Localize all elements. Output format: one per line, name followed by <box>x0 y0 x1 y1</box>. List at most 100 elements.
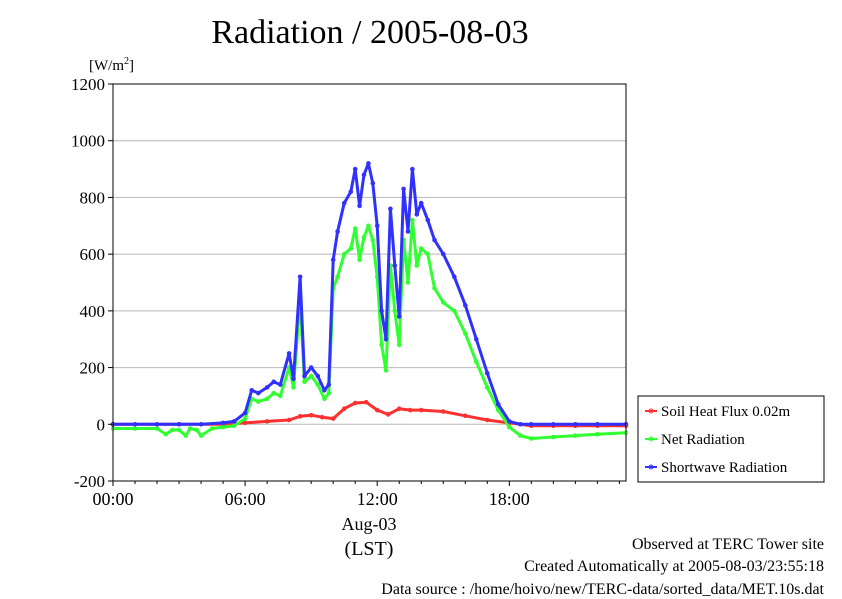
data-point <box>595 422 600 427</box>
data-point <box>414 212 420 217</box>
data-point <box>315 382 321 387</box>
data-point <box>463 302 468 308</box>
footer-created: Created Automatically at 2005-08-03/23:5… <box>524 558 824 575</box>
data-point <box>326 382 332 387</box>
data-point <box>176 427 182 433</box>
plot-frame <box>112 83 627 482</box>
data-point <box>170 427 175 433</box>
data-point <box>401 186 406 192</box>
data-point <box>392 308 398 314</box>
legend-label: Net Radiation <box>661 432 745 448</box>
data-point <box>507 419 512 424</box>
data-point <box>357 203 362 209</box>
data-point <box>410 217 415 223</box>
data-point <box>242 410 248 416</box>
data-point <box>363 399 369 405</box>
data-point <box>154 422 160 427</box>
data-point <box>319 414 325 420</box>
data-point <box>308 365 314 370</box>
y-tick-label: 1000 <box>71 132 105 151</box>
data-point <box>348 189 354 195</box>
y-unit-label: [W/m2] <box>89 56 134 74</box>
data-point <box>256 399 261 404</box>
data-point <box>297 414 303 419</box>
legend: Soil Heat Flux 0.02m Net Radiation Shortwa… <box>637 395 825 483</box>
data-point <box>302 379 307 385</box>
data-point <box>348 246 354 251</box>
data-point <box>163 431 169 437</box>
data-point <box>335 229 340 234</box>
data-point <box>388 206 393 212</box>
data-point <box>176 422 182 427</box>
data-point <box>264 385 270 390</box>
data-point <box>308 412 314 418</box>
y-tick-label: -200 <box>74 472 105 491</box>
data-point <box>507 424 512 430</box>
data-point <box>209 426 215 431</box>
data-point <box>474 336 479 342</box>
data-point <box>366 223 371 229</box>
data-point <box>496 402 501 407</box>
data-point <box>595 431 600 437</box>
y-unit-base: [W/m <box>89 58 124 74</box>
data-point <box>220 424 226 430</box>
data-point <box>361 234 367 240</box>
data-point <box>249 388 254 393</box>
y-tick-label: 200 <box>80 359 106 378</box>
data-point <box>410 166 415 172</box>
data-point <box>286 417 292 423</box>
data-point <box>432 285 437 291</box>
data-point <box>198 433 204 438</box>
data-point <box>366 161 371 166</box>
data-point <box>183 433 188 438</box>
data-point <box>383 368 389 373</box>
x-tick-label: 06:00 <box>225 489 266 509</box>
y-unit-sup: 2 <box>124 56 129 67</box>
data-point <box>529 436 534 441</box>
data-point <box>405 229 411 234</box>
data-point <box>518 422 523 427</box>
data-point <box>463 413 468 419</box>
legend-marker <box>648 408 654 414</box>
data-point <box>441 409 446 414</box>
data-point <box>154 426 160 431</box>
data-point <box>264 419 270 424</box>
data-point <box>396 314 402 319</box>
data-point <box>231 423 237 429</box>
data-point <box>352 226 358 231</box>
data-point <box>330 416 336 421</box>
data-point <box>271 379 277 385</box>
series-layer <box>110 161 629 441</box>
data-point <box>379 308 384 314</box>
data-point <box>414 263 420 268</box>
x-tick-label: 00:00 <box>92 489 133 509</box>
data-point <box>291 376 296 382</box>
series-line <box>113 161 626 426</box>
legend-marker <box>648 436 654 442</box>
data-point <box>441 300 446 305</box>
legend-box <box>637 395 825 483</box>
chart-title: Radiation / 2005-08-03 <box>211 14 529 51</box>
data-point <box>271 390 277 396</box>
data-point <box>256 390 261 396</box>
data-point <box>529 422 534 427</box>
data-point <box>297 274 303 280</box>
y-tick-label: 0 <box>97 415 106 434</box>
y-axis: -200 0 200 400 600 800 1000 1200 <box>71 75 113 491</box>
data-point <box>496 407 501 413</box>
data-point <box>315 373 321 379</box>
data-point <box>370 181 376 186</box>
data-point <box>198 422 204 427</box>
data-point <box>418 200 424 206</box>
data-point <box>425 217 431 223</box>
data-point <box>308 373 314 379</box>
data-point <box>286 351 292 356</box>
y-tick-label: 800 <box>80 188 106 207</box>
data-point <box>485 385 490 390</box>
data-point <box>573 433 578 438</box>
data-point <box>341 200 347 206</box>
data-point <box>278 382 283 387</box>
data-point <box>352 166 358 172</box>
data-point <box>392 263 398 268</box>
